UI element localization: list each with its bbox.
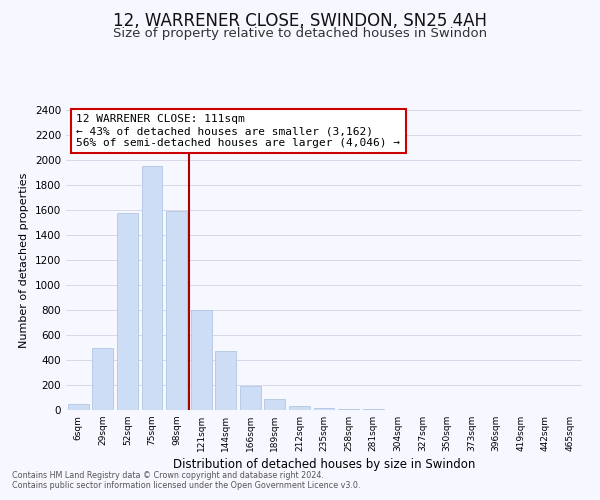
Bar	[289, 406, 310, 410]
Bar	[240, 386, 261, 410]
Bar	[117, 213, 138, 410]
Bar	[166, 211, 187, 410]
Y-axis label: Number of detached properties: Number of detached properties	[19, 172, 29, 348]
Text: 12, WARRENER CLOSE, SWINDON, SN25 4AH: 12, WARRENER CLOSE, SWINDON, SN25 4AH	[113, 12, 487, 30]
Bar	[265, 399, 286, 410]
Bar	[142, 166, 163, 410]
Bar	[314, 408, 334, 410]
Bar	[68, 404, 89, 410]
Bar	[191, 310, 212, 410]
X-axis label: Distribution of detached houses by size in Swindon: Distribution of detached houses by size …	[173, 458, 475, 471]
Bar	[338, 409, 359, 410]
Text: Contains public sector information licensed under the Open Government Licence v3: Contains public sector information licen…	[12, 480, 361, 490]
Text: Size of property relative to detached houses in Swindon: Size of property relative to detached ho…	[113, 28, 487, 40]
Text: Contains HM Land Registry data © Crown copyright and database right 2024.: Contains HM Land Registry data © Crown c…	[12, 470, 324, 480]
Bar	[215, 350, 236, 410]
Bar	[92, 348, 113, 410]
Text: 12 WARRENER CLOSE: 111sqm
← 43% of detached houses are smaller (3,162)
56% of se: 12 WARRENER CLOSE: 111sqm ← 43% of detac…	[76, 114, 400, 148]
